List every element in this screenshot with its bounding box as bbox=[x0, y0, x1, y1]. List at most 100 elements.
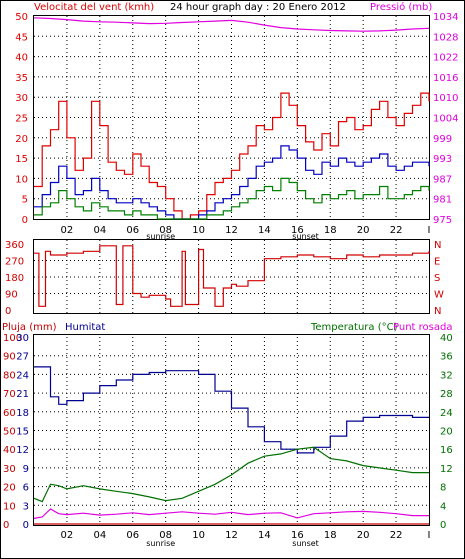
dir-y-tick-90: 90 bbox=[5, 290, 18, 301]
dir-compass-4: N bbox=[434, 240, 441, 251]
wind-x-tick-02: 02 bbox=[61, 225, 74, 236]
rain-y-tick-0: 0 bbox=[3, 520, 9, 531]
wind-y-tick-50: 50 bbox=[15, 12, 28, 23]
wind-y-tick-45: 45 bbox=[15, 32, 28, 43]
series-dewpoint bbox=[33, 508, 429, 519]
wind-x-tick-20: 20 bbox=[357, 225, 370, 236]
dewpoint-axis-label: Punt rosada bbox=[393, 322, 452, 333]
temp-x-tick-06: 06 bbox=[126, 530, 139, 541]
humidity-y-tick-18: 18 bbox=[16, 408, 29, 419]
pressure-y-tick-975: 975 bbox=[433, 215, 452, 226]
humidity-y-tick-15: 15 bbox=[16, 427, 29, 438]
dir-y-tick-270: 270 bbox=[5, 257, 24, 268]
series-direction bbox=[34, 245, 430, 307]
series-wind_low bbox=[34, 177, 430, 220]
rain-y-tick-50: 50 bbox=[3, 427, 16, 438]
data-series bbox=[33, 17, 430, 525]
rain-y-tick-40: 40 bbox=[3, 445, 16, 456]
wind-y-tick-25: 25 bbox=[15, 114, 28, 125]
temperature-y-tick-24: 24 bbox=[440, 408, 453, 419]
rain-axis-label: Pluja (mm) bbox=[2, 322, 57, 333]
temperature-y-tick-28: 28 bbox=[440, 389, 453, 400]
wind-x-tick-22: 22 bbox=[390, 225, 403, 236]
wind-x-tick-I: I bbox=[428, 225, 431, 236]
wind-y-tick-40: 40 bbox=[15, 53, 28, 64]
temperature-y-tick-16: 16 bbox=[440, 445, 453, 456]
temp-x-tick-22: 22 bbox=[390, 530, 403, 541]
wind-x-tick-18: 18 bbox=[324, 225, 337, 236]
wind-sunset-marker: sunset bbox=[292, 232, 319, 241]
temp-x-tick-14: 14 bbox=[258, 530, 271, 541]
temp-x-tick-12: 12 bbox=[225, 530, 238, 541]
temperature-y-tick-40: 40 bbox=[440, 333, 453, 344]
pressure-axis-label: Pressió (mb) bbox=[370, 1, 432, 13]
humidity-y-tick-12: 12 bbox=[16, 445, 29, 456]
wind-axis-label: Velocitat del vent (kmh) bbox=[34, 2, 154, 13]
series-pressure bbox=[33, 17, 430, 32]
wind-y-tick-10: 10 bbox=[15, 174, 28, 185]
dir-y-tick-360: 360 bbox=[5, 240, 24, 251]
rain-y-tick-30: 30 bbox=[3, 464, 16, 475]
rain-y-tick-70: 70 bbox=[3, 389, 16, 400]
dir-compass-3: E bbox=[434, 257, 440, 268]
humidity-y-tick-6: 6 bbox=[23, 483, 29, 494]
humidity-axis-label: Humitat bbox=[65, 322, 105, 333]
dir-y-tick-180: 180 bbox=[5, 273, 24, 284]
temperature-y-tick-8: 8 bbox=[440, 483, 446, 494]
wind-x-tick-04: 04 bbox=[93, 225, 106, 236]
wind-x-tick-10: 10 bbox=[192, 225, 205, 236]
series-temperature bbox=[33, 446, 429, 503]
dir-y-tick-0: 0 bbox=[5, 306, 11, 317]
direction-panel-frame bbox=[33, 239, 430, 314]
rain-y-tick-60: 60 bbox=[3, 408, 16, 419]
humidity-y-tick-21: 21 bbox=[16, 389, 29, 400]
wind-y-tick-30: 30 bbox=[15, 93, 28, 104]
pressure-y-tick-1010: 1010 bbox=[433, 93, 458, 104]
pressure-y-tick-1034: 1034 bbox=[433, 12, 458, 23]
wind-x-tick-16: 16 bbox=[291, 225, 304, 236]
series-wind_avg bbox=[34, 145, 430, 220]
tick-labels: 0510152025303540455097598198799399910041… bbox=[3, 12, 458, 548]
humidity-y-tick-9: 9 bbox=[23, 464, 29, 475]
temperature-y-tick-36: 36 bbox=[440, 352, 453, 363]
temp-x-tick-20: 20 bbox=[357, 530, 370, 541]
pressure-y-tick-1004: 1004 bbox=[433, 114, 458, 125]
wind-y-tick-15: 15 bbox=[15, 154, 28, 165]
temp-x-tick-08: 08 bbox=[159, 530, 172, 541]
humidity-y-tick-3: 3 bbox=[23, 501, 29, 512]
rain-y-tick-80: 80 bbox=[3, 370, 16, 381]
temp-sunrise-marker: sunrise bbox=[146, 539, 175, 548]
rain-y-tick-10: 10 bbox=[3, 501, 16, 512]
humidity-y-tick-30: 30 bbox=[16, 333, 29, 344]
wind-y-tick-5: 5 bbox=[22, 195, 28, 206]
pressure-y-tick-1016: 1016 bbox=[433, 73, 458, 84]
temp-x-tick-10: 10 bbox=[192, 530, 205, 541]
pressure-y-tick-981: 981 bbox=[433, 195, 452, 206]
wind-x-tick-14: 14 bbox=[258, 225, 271, 236]
wind-x-tick-12: 12 bbox=[225, 225, 238, 236]
temp-x-tick-16: 16 bbox=[291, 530, 304, 541]
temperature-y-tick-32: 32 bbox=[440, 370, 453, 381]
temperature-axis-label: Temperatura (°C) bbox=[310, 322, 398, 333]
temp-x-tick-02: 02 bbox=[61, 530, 74, 541]
humidity-y-tick-0: 0 bbox=[23, 520, 29, 531]
humidity-y-tick-27: 27 bbox=[16, 352, 29, 363]
pressure-y-tick-1022: 1022 bbox=[433, 53, 458, 64]
pressure-y-tick-993: 993 bbox=[433, 154, 452, 165]
temp-x-tick-04: 04 bbox=[93, 530, 106, 541]
dir-compass-0: N bbox=[434, 306, 441, 317]
temp-panel-frame bbox=[33, 334, 430, 526]
temp-x-tick-18: 18 bbox=[324, 530, 337, 541]
temp-x-tick-I: I bbox=[428, 530, 431, 541]
rain-y-tick-20: 20 bbox=[3, 483, 16, 494]
wind-x-tick-08: 08 bbox=[159, 225, 172, 236]
series-gust bbox=[34, 92, 430, 220]
pressure-y-tick-1028: 1028 bbox=[433, 32, 458, 43]
temp-sunset-marker: sunset bbox=[292, 539, 319, 548]
wind-sunrise-marker: sunrise bbox=[146, 232, 175, 241]
temperature-y-tick-0: 0 bbox=[440, 520, 446, 531]
wind-y-tick-0: 0 bbox=[22, 215, 28, 226]
